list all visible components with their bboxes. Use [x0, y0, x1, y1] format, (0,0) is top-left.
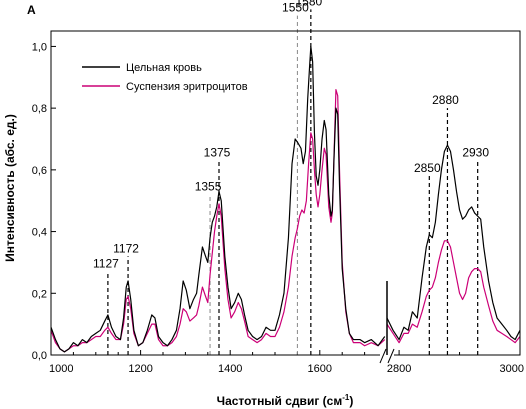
peak-label: 2850: [414, 161, 441, 175]
peak-label: 2880: [432, 93, 459, 107]
series-line: [386, 144, 521, 341]
y-tick-label: 0,2: [32, 288, 47, 300]
y-axis-title: Интенсивность (абс. ед.): [3, 114, 17, 262]
x-tick-label: 2800: [387, 363, 411, 375]
y-tick-label: 1,0: [32, 41, 47, 53]
axis-break: [379, 348, 395, 364]
peak-label: 2930: [462, 146, 489, 160]
legend-label-erythrocytes: Суспензия эритроцитов: [126, 81, 248, 93]
x-axis-ticks: 1000 1200 1400 1600 2800 3000: [49, 350, 524, 375]
legend: Цельная кровь Суспензия эритроцитов: [82, 62, 248, 93]
spectrum-lines: [50, 45, 521, 353]
panel-label: A: [27, 3, 36, 17]
legend-label-whole-blood: Цельная кровь: [126, 62, 202, 74]
x-axis-title: Частотный сдвиг (см-1): [217, 393, 354, 408]
y-tick-label: 0,0: [32, 350, 47, 362]
x-tick-label: 1400: [218, 363, 242, 375]
peak-label: 1375: [204, 146, 231, 160]
x-tick-label: 3000: [500, 363, 524, 375]
peak-label: 1355: [195, 180, 222, 194]
y-tick-label: 0,4: [32, 227, 47, 239]
y-axis-ticks: 0,0 0,2 0,4 0,6 0,8 1,0: [32, 41, 56, 362]
peak-label: 1580: [295, 0, 322, 8]
x-tick-label: 1000: [49, 363, 73, 375]
series-line: [50, 45, 386, 353]
y-tick-label: 0,8: [32, 103, 47, 115]
peak-label: 1550: [282, 1, 309, 15]
x-tick-label: 1600: [308, 363, 332, 375]
series-line: [386, 240, 521, 344]
peak-label: 1172: [113, 241, 139, 255]
peak-label: 1127: [93, 257, 119, 271]
x-tick-label: 1200: [128, 363, 152, 375]
y-tick-label: 0,6: [32, 165, 47, 177]
plot-frame: [50, 30, 521, 356]
